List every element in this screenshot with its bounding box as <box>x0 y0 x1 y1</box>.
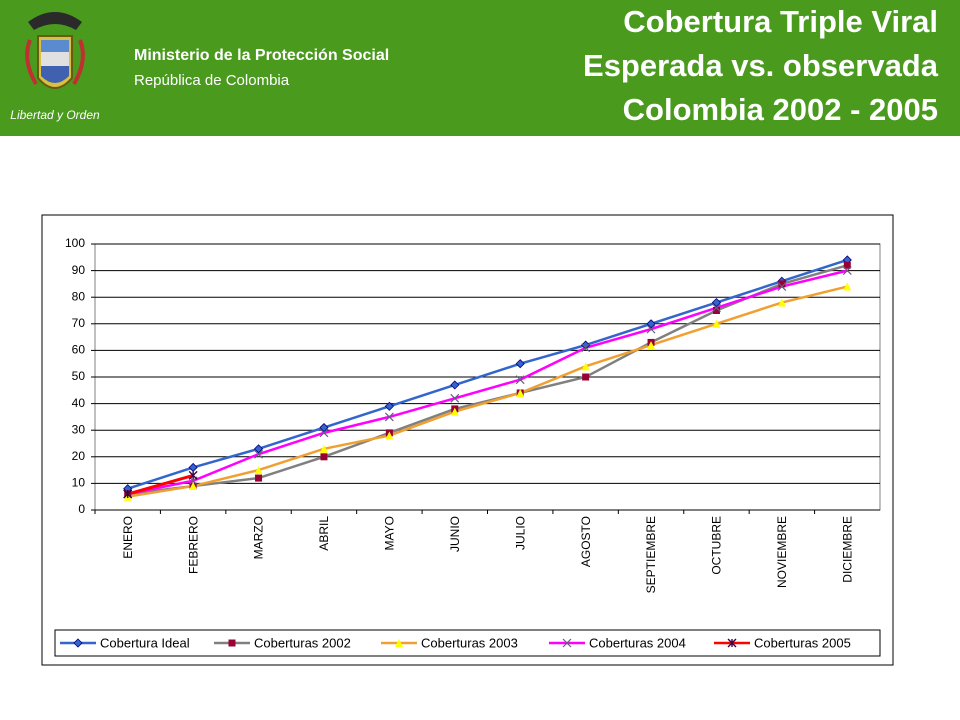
marker <box>255 474 263 482</box>
y-tick-label: 100 <box>65 236 85 250</box>
title: Cobertura Triple Viral Esperada vs. obser… <box>583 4 939 127</box>
marker <box>450 393 460 403</box>
ministry: Ministerio de la Protección Social <box>134 47 389 64</box>
marker <box>395 639 403 647</box>
marker <box>712 307 720 314</box>
marker <box>385 431 394 440</box>
series-line <box>127 269 848 496</box>
marker <box>319 444 328 453</box>
series-line <box>127 473 194 496</box>
x-tick-label: JUNIO <box>448 516 462 552</box>
marker <box>777 282 787 291</box>
marker <box>253 444 264 454</box>
y-tick-label: 90 <box>72 263 86 277</box>
y-tick-label: 80 <box>72 289 86 303</box>
marker <box>123 489 133 499</box>
title-line: Cobertura Triple Viral <box>623 4 938 39</box>
marker <box>711 297 722 308</box>
header-band <box>0 0 960 136</box>
marker <box>582 373 590 381</box>
legend-label: Coberturas 2005 <box>754 635 851 650</box>
x-tick-label: JULIO <box>513 516 527 550</box>
marker <box>515 359 525 369</box>
y-tick-label: 50 <box>72 369 86 383</box>
marker <box>646 319 656 329</box>
y-tick-label: 60 <box>72 343 86 357</box>
marker <box>450 407 459 416</box>
x-tick-label: MAYO <box>383 516 397 550</box>
title-line: Esperada vs. observada <box>583 48 939 83</box>
x-tick-label: AGOSTO <box>579 516 593 567</box>
marker <box>646 324 656 334</box>
marker <box>384 412 394 422</box>
y-tick-label: 70 <box>72 316 86 330</box>
marker <box>647 341 656 350</box>
marker <box>319 428 329 438</box>
marker <box>581 343 591 353</box>
marker <box>778 280 786 288</box>
country: República de Colombia <box>134 72 290 89</box>
x-tick-label: MARZO <box>252 516 266 559</box>
marker <box>842 266 852 276</box>
marker <box>189 482 198 491</box>
motto: Libertad y Orden <box>10 108 100 122</box>
marker <box>712 303 721 313</box>
marker <box>562 638 572 648</box>
x-tick-label: SEPTIEMBRE <box>644 516 658 593</box>
series-line <box>127 258 848 490</box>
marker <box>581 362 590 371</box>
marker <box>384 401 394 411</box>
marker <box>450 380 460 390</box>
marker <box>516 388 525 397</box>
series-line <box>127 285 848 498</box>
legend-label: Coberturas 2004 <box>589 635 686 650</box>
x-tick-label: NOVIEMBRE <box>775 516 789 588</box>
y-tick-label: 30 <box>72 422 86 436</box>
marker <box>228 639 236 647</box>
x-tick-label: ABRIL <box>317 516 331 551</box>
x-tick-label: DICIEMBRE <box>840 516 854 583</box>
marker <box>843 261 851 269</box>
marker <box>73 638 83 648</box>
marker <box>843 282 852 291</box>
legend-label: Cobertura Ideal <box>100 635 190 650</box>
y-tick-label: 20 <box>72 449 86 463</box>
x-tick-label: FEBRERO <box>186 516 200 574</box>
marker <box>319 422 329 433</box>
series-line <box>127 264 848 496</box>
logo <box>25 12 85 89</box>
marker <box>254 449 263 459</box>
y-tick-label: 0 <box>78 502 85 516</box>
marker <box>581 340 591 350</box>
marker <box>188 470 198 480</box>
y-tick-label: 40 <box>72 396 86 410</box>
marker <box>777 298 786 307</box>
x-tick-label: OCTUBRE <box>710 516 724 575</box>
marker <box>712 319 721 328</box>
x-tick-label: ENERO <box>121 516 135 559</box>
marker <box>320 453 328 461</box>
marker <box>727 638 737 648</box>
marker <box>515 375 525 385</box>
y-tick-label: 10 <box>72 476 86 490</box>
legend-label: Coberturas 2002 <box>254 635 351 650</box>
legend-label: Coberturas 2003 <box>421 635 518 650</box>
marker <box>254 466 263 475</box>
title-line: Colombia 2002 - 2005 <box>623 92 938 127</box>
